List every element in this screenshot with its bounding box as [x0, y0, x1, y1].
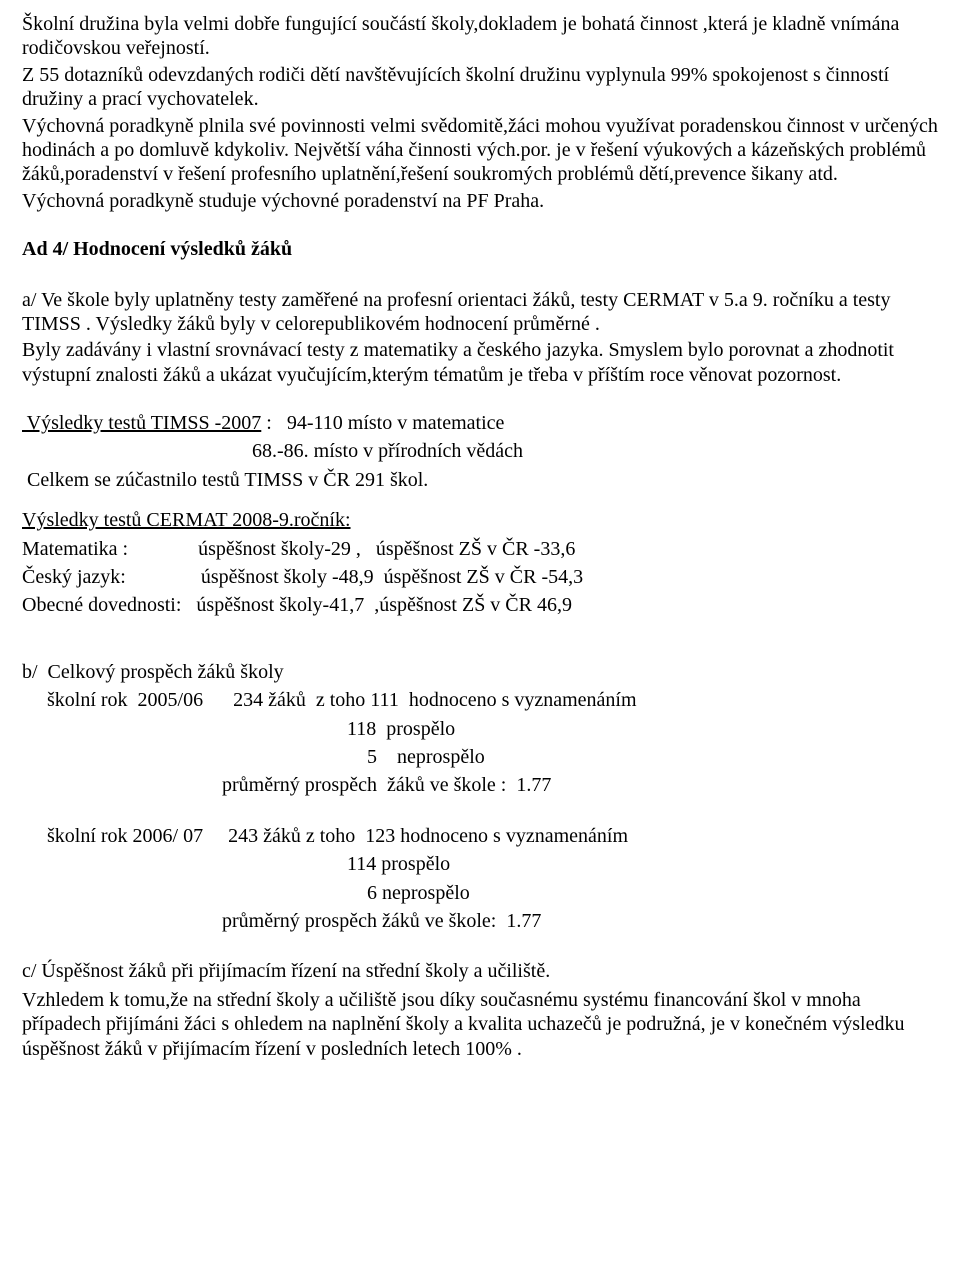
spacer: [22, 266, 938, 288]
spacer: [22, 622, 938, 660]
intro-paragraph-4: Výchovná poradkyně studuje výchovné pora…: [22, 189, 938, 213]
intro-paragraph-2: Z 55 dotazníků odevzdaných rodiči dětí n…: [22, 63, 938, 112]
spacer: [22, 215, 938, 237]
year1-line-1: školní rok 2005/06 234 žáků z toho 111 h…: [22, 688, 938, 712]
year2-line-3: 6 neprospělo: [22, 881, 938, 905]
year1-line-3: 5 neprospělo: [22, 745, 938, 769]
intro-paragraph-1: Školní družina byla velmi dobře fungujíc…: [22, 12, 938, 61]
section-b-heading: b/ Celkový prospěch žáků školy: [22, 660, 938, 684]
cermat-row-3: Obecné dovednosti: úspěšnost školy-41,7 …: [22, 593, 938, 617]
year1-line-2: 118 prospělo: [22, 717, 938, 741]
year2-line-1: školní rok 2006/ 07 243 žáků z toho 123 …: [22, 824, 938, 848]
timss-line-3: Celkem se zúčastnilo testů TIMSS v ČR 29…: [22, 468, 938, 492]
year1-line-4: průměrný prospěch žáků ve škole : 1.77: [22, 773, 938, 797]
ad4-a-paragraph-1: a/ Ve škole byly uplatněny testy zaměřen…: [22, 288, 938, 337]
ad4-heading: Ad 4/ Hodnocení výsledků žáků: [22, 237, 938, 261]
section-c-paragraph: Vzhledem k tomu,že na střední školy a uč…: [22, 988, 938, 1061]
intro-paragraph-3: Výchovná poradkyně plnila své povinnosti…: [22, 114, 938, 187]
timss-label: Výsledky testů TIMSS -2007: [22, 412, 261, 434]
cermat-heading-text: Výsledky testů CERMAT 2008-9.ročník:: [22, 509, 351, 531]
cermat-heading: Výsledky testů CERMAT 2008-9.ročník:: [22, 508, 938, 532]
timss-rest: : 94-110 místo v matematice: [261, 412, 504, 434]
timss-line-1: Výsledky testů TIMSS -2007 : 94-110 míst…: [22, 411, 938, 435]
ad4-a-paragraph-2: Byly zadávány i vlastní srovnávací testy…: [22, 338, 938, 387]
section-c-heading: c/ Úspěšnost žáků při přijímacím řízení …: [22, 959, 938, 983]
spacer: [22, 496, 938, 508]
spacer: [22, 937, 938, 959]
cermat-row-2: Český jazyk: úspěšnost školy -48,9 úspěš…: [22, 565, 938, 589]
timss-line-2: 68.-86. místo v přírodních vědách: [22, 439, 938, 463]
spacer: [22, 389, 938, 411]
year2-line-4: průměrný prospěch žáků ve škole: 1.77: [22, 909, 938, 933]
document-page: Školní družina byla velmi dobře fungujíc…: [0, 0, 960, 1276]
spacer: [22, 802, 938, 824]
year2-line-2: 114 prospělo: [22, 852, 938, 876]
cermat-row-1: Matematika : úspěšnost školy-29 , úspěšn…: [22, 537, 938, 561]
